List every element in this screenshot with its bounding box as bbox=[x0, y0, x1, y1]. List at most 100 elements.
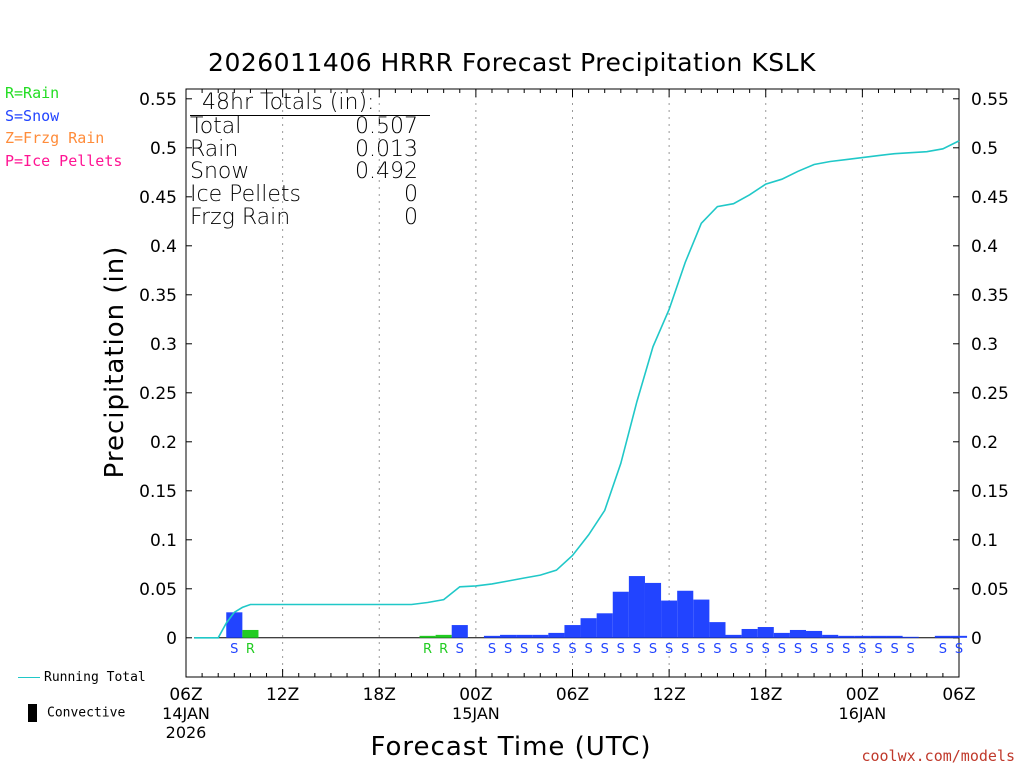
y-tick-label-left: 0.4 bbox=[150, 237, 177, 257]
precip-type-marker: S bbox=[874, 642, 882, 657]
precip-bar bbox=[483, 635, 501, 638]
y-tick-label-left: 0.1 bbox=[150, 531, 177, 551]
precip-type-legend: R=Rain S=Snow Z=Frzg Rain P=Ice Pellets bbox=[5, 82, 122, 172]
precip-type-marker: S bbox=[681, 642, 689, 657]
totals-label: Frzg Rain bbox=[190, 204, 291, 230]
precip-bar bbox=[500, 634, 517, 638]
precip-bar bbox=[773, 632, 790, 638]
totals-row-ice-pellets: Ice Pellets 0 bbox=[190, 182, 418, 208]
precip-type-marker: S bbox=[778, 642, 786, 657]
precip-bar bbox=[950, 635, 968, 638]
totals-value: 0.492 bbox=[355, 159, 418, 185]
precip-bar bbox=[435, 634, 452, 638]
precip-type-marker: S bbox=[568, 642, 576, 657]
precip-type-marker: S bbox=[649, 642, 657, 657]
precip-bar bbox=[661, 600, 678, 638]
x-axis-label-text: Forecast Time (UTC) bbox=[370, 732, 652, 762]
totals-row-rain: Rain 0.013 bbox=[190, 136, 418, 162]
y-tick-label-right: 0.45 bbox=[971, 188, 1009, 208]
precip-type-marker: S bbox=[488, 642, 496, 657]
totals-label: Total bbox=[190, 113, 242, 139]
y-tick-label-right: 0.25 bbox=[971, 384, 1009, 404]
precip-type-marker: R bbox=[423, 642, 432, 657]
x-tick-label: 06Z bbox=[169, 685, 202, 705]
precip-type-marker: S bbox=[794, 642, 802, 657]
precip-type-marker: S bbox=[230, 642, 238, 657]
convective-swatch-icon bbox=[28, 704, 37, 722]
legend-frzg-rain: Z=Frzg Rain bbox=[5, 129, 105, 147]
y-tick-label-left: 0.45 bbox=[139, 188, 177, 208]
y-tick-label-right: 0.4 bbox=[971, 237, 998, 257]
precip-bar bbox=[677, 590, 694, 638]
precip-type-marker: S bbox=[456, 642, 464, 657]
x-tick-label: 12Z bbox=[266, 685, 299, 705]
legend-running-total: Running Total bbox=[18, 670, 146, 685]
precip-type-marker: S bbox=[890, 642, 898, 657]
x-tick-label: 06Z bbox=[556, 685, 589, 705]
convective-label: Convective bbox=[47, 705, 126, 721]
precip-bar bbox=[693, 599, 710, 638]
y-tick-label-left: 0.05 bbox=[139, 580, 177, 600]
running-total-label: Running Total bbox=[44, 670, 146, 685]
precip-bar bbox=[226, 612, 243, 638]
x-tick-date: 15JAN bbox=[452, 704, 500, 723]
precip-type-marker: S bbox=[955, 642, 963, 657]
precip-bar bbox=[419, 635, 436, 638]
x-tick-label: 12Z bbox=[652, 685, 685, 705]
y-tick-label-left: 0.55 bbox=[139, 90, 177, 110]
y-tick-label-right: 0.35 bbox=[971, 286, 1009, 306]
precip-type-marker: S bbox=[504, 642, 512, 657]
y-tick-label-right: 0.05 bbox=[971, 580, 1009, 600]
precip-bar bbox=[757, 627, 774, 638]
y-tick-label-right: 0.1 bbox=[971, 531, 998, 551]
precip-type-marker: S bbox=[601, 642, 609, 657]
precip-type-marker: S bbox=[907, 642, 915, 657]
credit-link[interactable]: coolwx.com/models bbox=[861, 747, 1015, 765]
chart-title: 2026011406 HRRR Forecast Precipitation K… bbox=[208, 48, 816, 77]
x-axis-label: Forecast Time (UTC) bbox=[0, 732, 1024, 762]
precip-type-marker: S bbox=[520, 642, 528, 657]
y-tick-label-right: 0.2 bbox=[971, 433, 998, 453]
precip-bar bbox=[628, 576, 645, 638]
precip-type-marker: S bbox=[536, 642, 544, 657]
precip-bar bbox=[725, 634, 742, 638]
x-tick-label: 06Z bbox=[942, 685, 975, 705]
precip-type-marker: S bbox=[826, 642, 834, 657]
y-tick-label-right: 0.15 bbox=[971, 482, 1009, 502]
precip-bar bbox=[564, 625, 581, 638]
precip-bar bbox=[516, 634, 533, 638]
totals-label: Ice Pellets bbox=[190, 182, 301, 208]
precip-type-marker: S bbox=[617, 642, 625, 657]
precip-type-marker: S bbox=[665, 642, 673, 657]
y-tick-label-right: 0.5 bbox=[971, 139, 998, 159]
precip-type-marker: R bbox=[246, 642, 255, 657]
precip-bar bbox=[870, 635, 887, 638]
totals-value: 0.013 bbox=[355, 136, 418, 162]
x-tick-year: 2026 bbox=[166, 723, 207, 742]
x-tick-label: 18Z bbox=[363, 685, 396, 705]
precip-type-marker: S bbox=[939, 642, 947, 657]
precip-bar bbox=[886, 635, 903, 638]
totals-header: 48hr Totals (in): bbox=[190, 91, 430, 116]
legend-rain: R=Rain bbox=[5, 84, 60, 102]
x-tick-label: 18Z bbox=[749, 685, 782, 705]
y-tick-label-right: 0.55 bbox=[971, 90, 1009, 110]
precip-bar bbox=[902, 636, 919, 638]
running-total-swatch-icon bbox=[18, 677, 40, 678]
totals-value: 0.507 bbox=[355, 113, 418, 139]
y-tick-label-right: 0 bbox=[971, 629, 982, 649]
running-total-line bbox=[194, 140, 960, 639]
precip-type-marker: S bbox=[858, 642, 866, 657]
totals-row-total: Total 0.507 bbox=[190, 113, 418, 139]
x-tick-date: 16JAN bbox=[839, 704, 887, 723]
totals-box: 48hr Totals (in): Total 0.507 Rain 0.013… bbox=[190, 91, 430, 230]
precip-bar bbox=[580, 618, 597, 638]
legend-snow: S=Snow bbox=[5, 106, 60, 125]
totals-label: Snow bbox=[190, 159, 250, 185]
precip-type-marker: S bbox=[697, 642, 705, 657]
legend-convective: Convective bbox=[28, 704, 125, 722]
precip-type-marker: S bbox=[810, 642, 818, 657]
x-tick-label: 00Z bbox=[846, 685, 879, 705]
precip-bar bbox=[822, 634, 839, 638]
